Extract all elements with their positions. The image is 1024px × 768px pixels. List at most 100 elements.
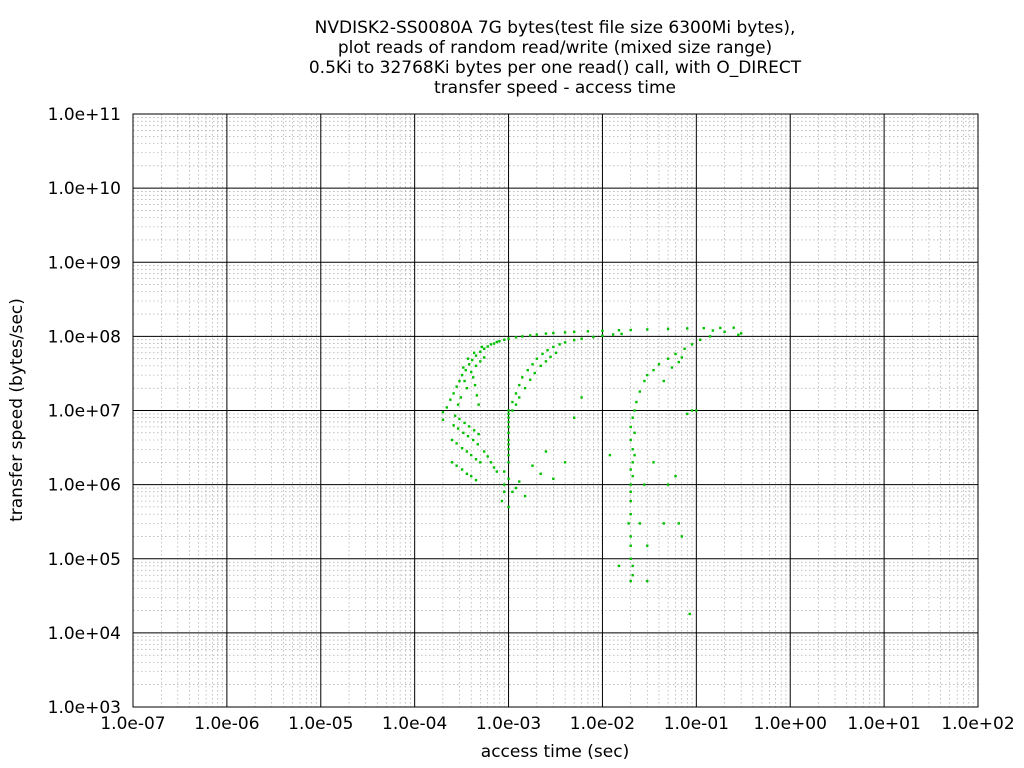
data-point [690,343,694,346]
y-tick-label: 1.0e+11 [48,105,121,125]
data-point [708,335,712,338]
data-point [467,363,471,366]
data-point [503,338,506,341]
data-point [495,340,499,344]
data-point [652,368,655,372]
data-point [580,396,583,399]
data-point [652,461,655,464]
data-point [629,512,632,516]
data-point [711,329,715,332]
title-line-0: NVDISK2-SS0080A 7G bytes(test file size … [315,18,796,38]
data-point [662,379,665,383]
data-point [476,443,479,446]
data-point [552,477,555,480]
x-tick-label: 1.0e+00 [754,714,827,734]
data-point [503,490,506,494]
data-point [586,330,590,333]
data-point [592,335,595,339]
data-point [677,522,680,525]
data-point [674,352,677,356]
data-point [466,435,470,438]
data-point [455,464,458,467]
data-point [460,468,464,471]
data-point [462,431,465,435]
data-point [558,343,561,346]
data-point [441,418,445,421]
data-points [441,326,743,616]
data-point [531,363,534,366]
data-point [617,564,621,568]
data-point [518,480,521,483]
data-point [617,329,621,332]
data-point [507,438,510,442]
x-tick-label: 1.0e-04 [382,714,447,734]
data-point [492,342,496,345]
y-tick-label: 1.0e+06 [48,476,121,496]
data-point [643,483,646,486]
y-tick-label: 1.0e+04 [48,624,121,644]
data-point [549,355,552,359]
data-point [507,425,510,429]
data-point [666,357,670,360]
data-point [608,453,612,457]
data-point [441,410,445,414]
data-point [479,360,482,363]
data-point [518,396,521,399]
data-point [535,357,539,360]
data-point [580,337,583,340]
data-point [475,394,479,397]
x-tick-label: 1.0e-01 [664,714,729,734]
data-point [531,464,534,467]
data-point [539,472,542,475]
data-point [554,351,558,355]
title-line-1: plot reads of random read/write (mixed s… [338,38,772,58]
data-point [680,356,683,359]
data-point [563,341,567,344]
data-point [629,328,632,332]
data-point [514,392,518,395]
data-point [445,406,449,409]
data-point [465,472,469,475]
data-point [455,442,458,445]
data-point [507,443,510,446]
data-point [544,450,548,453]
data-point [631,448,634,451]
data-point [458,417,461,421]
data-point [479,350,482,353]
data-point [486,455,489,458]
data-point [572,416,576,419]
data-point [500,499,504,503]
data-point [572,330,576,334]
data-point [646,328,649,331]
data-point [507,337,510,340]
data-point [533,371,536,375]
data-point [633,431,636,435]
data-point [464,368,467,372]
data-point [511,409,514,412]
data-point [489,461,493,464]
data-point [477,403,480,406]
data-point [471,438,475,442]
y-tick-label: 1.0e+08 [48,327,121,347]
data-point [552,345,555,349]
data-point [489,343,493,346]
data-point [677,360,680,364]
data-point [479,461,482,464]
data-point [670,366,674,369]
data-point [629,579,632,583]
x-axis-label: access time (sec) [481,742,629,762]
data-point [503,470,506,473]
data-point [535,333,539,336]
data-point [657,363,661,366]
data-point [474,478,478,482]
data-point [460,447,464,450]
y-tick-label: 1.0e+05 [48,550,121,570]
y-tick-label: 1.0e+10 [48,179,121,199]
data-point [737,333,740,337]
data-point [643,379,646,383]
data-point [482,356,486,359]
data-point [466,357,470,360]
data-point [631,461,634,464]
data-point [629,468,632,471]
data-point [633,453,636,457]
